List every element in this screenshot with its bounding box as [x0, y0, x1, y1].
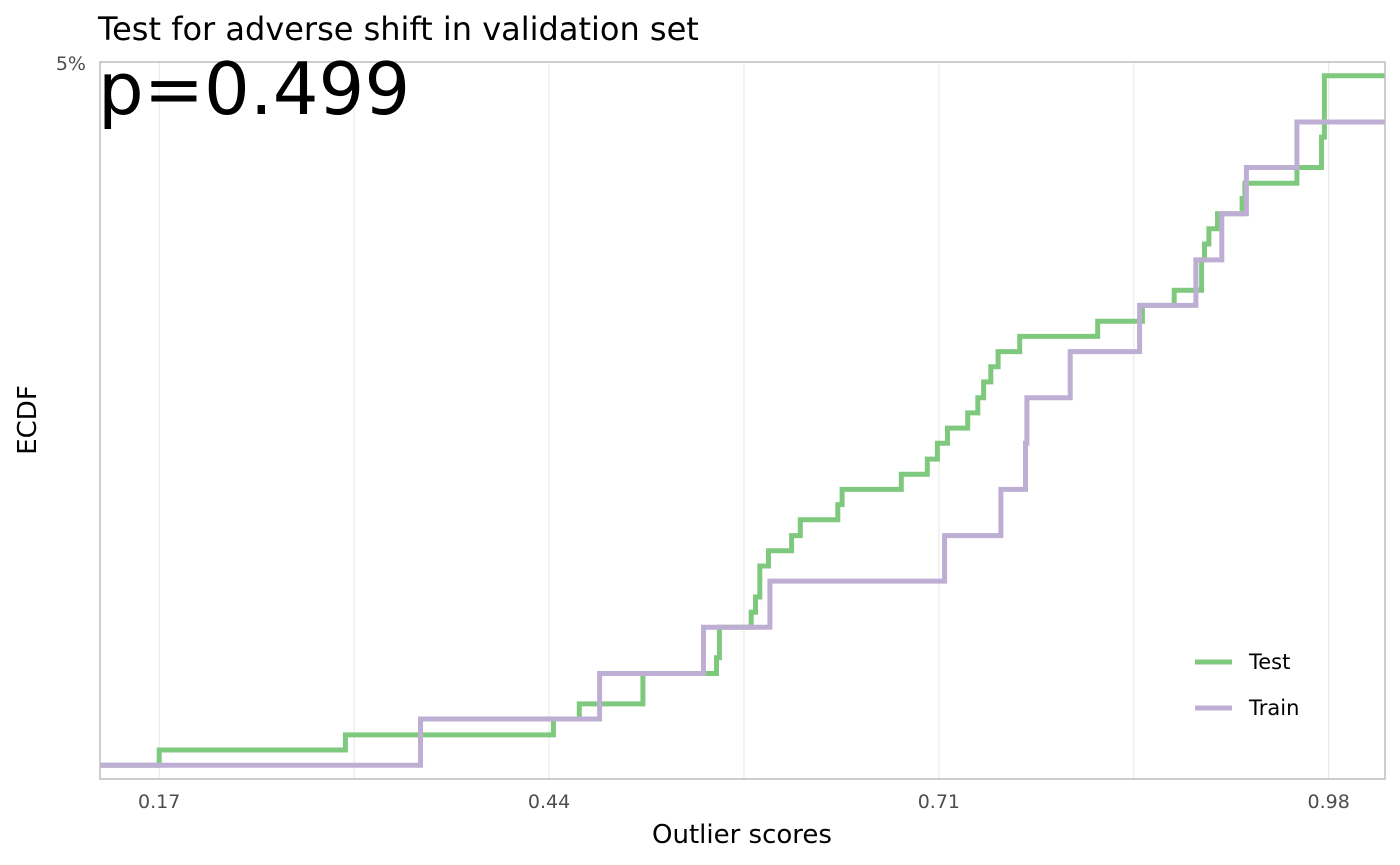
- legend-label-train: Train: [1248, 696, 1299, 720]
- legend-label-test: Test: [1248, 650, 1290, 674]
- x-tick-label: 0.17: [138, 791, 180, 813]
- p-value-annotation: p=0.499: [98, 47, 410, 131]
- x-tick-label: 0.44: [528, 791, 570, 813]
- x-tick-label: 0.98: [1308, 791, 1350, 813]
- x-axis-ticks: 0.17 0.44 0.71 0.98: [138, 791, 1350, 813]
- legend: Test Train: [1195, 650, 1299, 720]
- series-line-test: [100, 73, 1385, 768]
- y-axis-label: ECDF: [13, 385, 43, 455]
- series-layer: [100, 73, 1385, 768]
- x-tick-label: 0.71: [918, 791, 960, 813]
- plot-panel: [100, 62, 1385, 779]
- x-axis-label: Outlier scores: [652, 820, 832, 850]
- y-tick-label: 5%: [56, 53, 86, 75]
- series-line-train: [100, 119, 1385, 768]
- plot-border: [99, 61, 1386, 780]
- chart-title: Test for adverse shift in validation set: [97, 10, 699, 48]
- gridlines: [158, 62, 1330, 779]
